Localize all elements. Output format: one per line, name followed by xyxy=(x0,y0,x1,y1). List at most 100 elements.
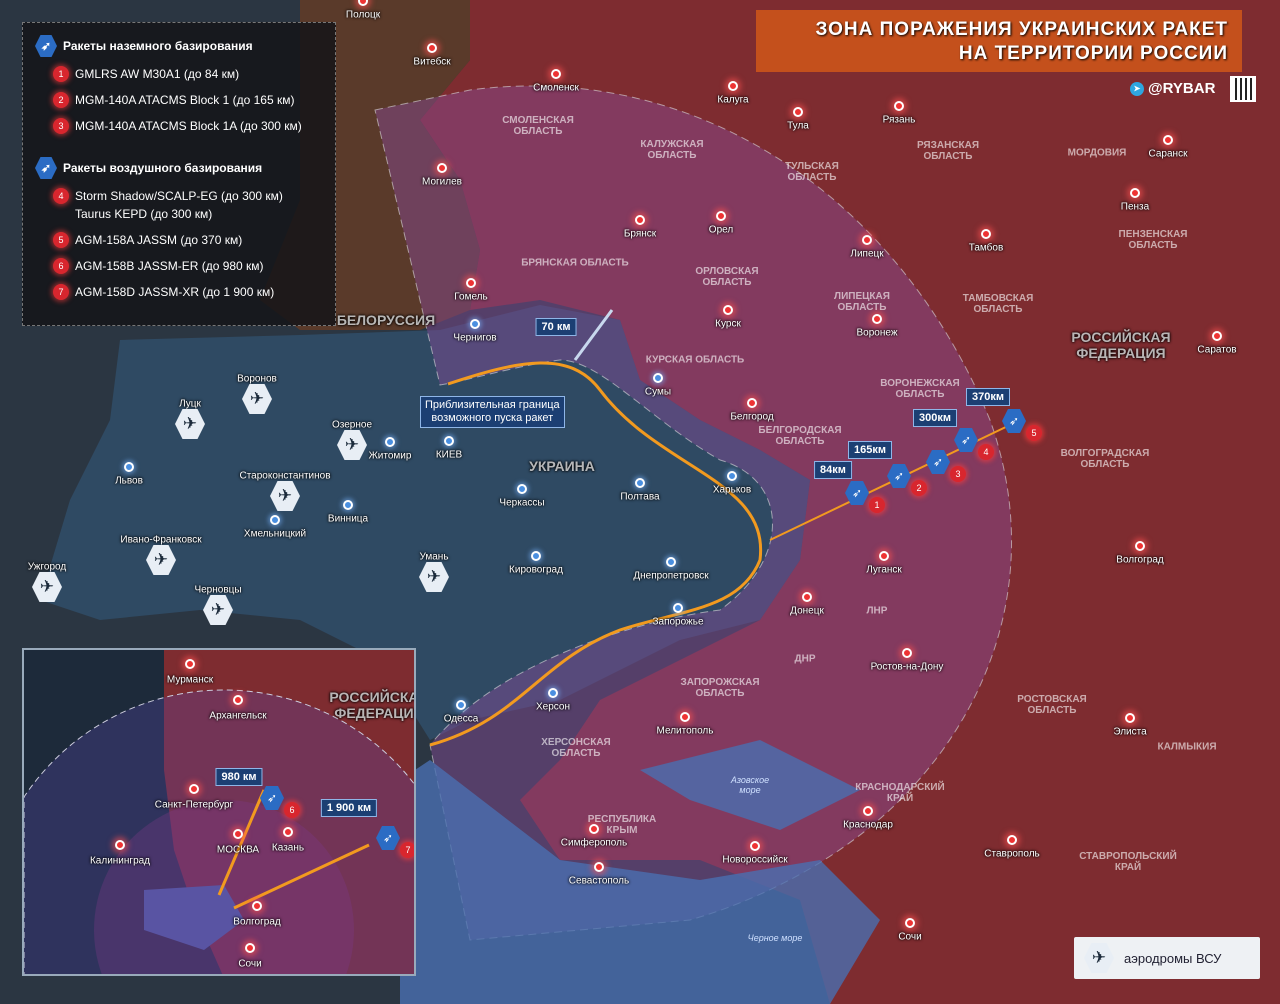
city-label: Сумы xyxy=(644,386,672,398)
arrow-70km xyxy=(573,309,614,361)
missile-icon: ➶ xyxy=(1002,409,1026,433)
city-marker xyxy=(1163,135,1173,145)
legend-label: MGM-140A ATACMS Block 1 (до 165 км) xyxy=(75,93,295,107)
legend-item: 2 MGM-140A ATACMS Block 1 (до 165 км) xyxy=(53,91,323,109)
city-label: Орел xyxy=(708,224,734,236)
city-label: Одесса xyxy=(443,713,479,725)
country-label: РОССИЙСКАЯ ФЕДЕРАЦИЯ xyxy=(1071,329,1171,361)
region-label: КАЛМЫКИЯ xyxy=(1157,741,1217,753)
city-marker xyxy=(902,648,912,658)
launch-boundary-note: Приблизительная граница возможного пуска… xyxy=(420,396,565,428)
legend-number: 1 xyxy=(53,66,69,82)
city-label: Калуга xyxy=(717,94,749,106)
legend-number: 2 xyxy=(53,92,69,108)
city-marker xyxy=(1125,713,1135,723)
city-marker xyxy=(635,478,645,488)
inset-city-label: Сочи xyxy=(238,958,262,970)
airplane-icon[interactable]: ✈ xyxy=(337,430,367,460)
city-marker xyxy=(444,436,454,446)
region-label: КРАСНОДАРСКИЙ КРАЙ xyxy=(855,782,945,804)
region-label: ХЕРСОНСКАЯ ОБЛАСТЬ xyxy=(541,737,611,759)
city-label: Краснодар xyxy=(843,819,893,831)
city-marker xyxy=(793,107,803,117)
region-label: ВОЛГОГРАДСКАЯ ОБЛАСТЬ xyxy=(1060,448,1150,470)
legend-item: 7 AGM-158D JASSM-XR (до 1 900 км) xyxy=(53,283,323,301)
inset-city-label: Казань xyxy=(271,842,305,854)
missile-number-badge: 6 xyxy=(284,802,300,818)
missile-number-badge: 5 xyxy=(1026,425,1042,441)
region-label: БЕЛГОРОДСКАЯ ОБЛАСТЬ xyxy=(758,425,842,447)
region-label: РЯЗАНСКАЯ ОБЛАСТЬ xyxy=(916,140,980,162)
missile-icon: ➶ xyxy=(376,826,400,850)
region-label: ВОРОНЕЖСКАЯ ОБЛАСТЬ xyxy=(880,378,960,400)
city-label: Тамбов xyxy=(968,242,1004,254)
city-label: Саратов xyxy=(1197,344,1237,356)
airplane-icon[interactable]: ✈ xyxy=(175,409,205,439)
rocket-icon: ➶ xyxy=(35,35,57,57)
city-label: Херсон xyxy=(536,701,570,713)
city-label: Луганск xyxy=(866,564,902,576)
region-label: РОСТОВСКАЯ ОБЛАСТЬ xyxy=(1017,694,1087,716)
airplane-icon[interactable]: ✈ xyxy=(203,595,233,625)
legend-label: GMLRS AW M30A1 (до 84 км) xyxy=(75,67,240,81)
airfield-label: Ужгород xyxy=(27,561,67,573)
airplane-icon[interactable]: ✈ xyxy=(242,384,272,414)
city-marker xyxy=(863,806,873,816)
legend-heading-text: Ракеты наземного базирования xyxy=(63,39,253,53)
region-label: ЛНР xyxy=(866,605,888,617)
city-marker xyxy=(727,471,737,481)
city-marker xyxy=(879,551,889,561)
city-marker xyxy=(589,824,599,834)
legend-label: MGM-140A ATACMS Block 1A (до 300 км) xyxy=(75,119,302,133)
city-marker xyxy=(716,211,726,221)
legend-panel: ➶ Ракеты наземного базирования 1 GMLRS AW … xyxy=(22,22,336,326)
city-marker xyxy=(385,437,395,447)
airfield-label: Озерное xyxy=(331,419,373,431)
city-label: Севастополь xyxy=(568,875,630,887)
city-marker xyxy=(115,840,125,850)
city-marker xyxy=(358,0,368,6)
legend-label: AGM-158A JASSM (до 370 км) xyxy=(75,233,243,247)
city-marker xyxy=(635,215,645,225)
airplane-icon[interactable]: ✈ xyxy=(146,545,176,575)
inset-city-label: Калининград xyxy=(89,855,151,867)
city-marker xyxy=(894,101,904,111)
title-line-2: НА ТЕРРИТОРИИ РОССИИ xyxy=(958,43,1228,64)
airplane-icon[interactable]: ✈ xyxy=(270,481,300,511)
city-marker xyxy=(862,235,872,245)
city-label: Днепропетровск xyxy=(633,570,709,582)
city-marker xyxy=(270,515,280,525)
city-label: Тула xyxy=(787,120,809,132)
inset-city-label: Санкт-Петербург xyxy=(154,799,234,811)
brand-handle[interactable]: @RYBAR xyxy=(1148,80,1216,97)
city-label: Витебск xyxy=(413,56,451,68)
airplane-icon[interactable]: ✈ xyxy=(32,572,62,602)
inset-range-label: 1 900 км xyxy=(320,799,378,817)
city-marker xyxy=(517,484,527,494)
city-marker xyxy=(673,603,683,613)
city-label: Чернигов xyxy=(453,332,497,344)
city-label: Мелитополь xyxy=(656,725,714,737)
city-marker xyxy=(680,712,690,722)
sea-label: Азовское море xyxy=(730,775,770,795)
legend-number: 6 xyxy=(53,258,69,274)
city-marker xyxy=(728,81,738,91)
city-marker xyxy=(531,551,541,561)
airplane-icon[interactable]: ✈ xyxy=(419,562,449,592)
airfield-label: Черновцы xyxy=(194,584,242,596)
inset-country-label: РОССИЙСКАЯ ФЕДЕРАЦИЯ xyxy=(329,689,416,721)
city-label: Курск xyxy=(715,318,741,330)
city-marker xyxy=(437,163,447,173)
launch-note-text: Приблизительная граница возможного пуска… xyxy=(425,399,560,424)
range-label: 70 км xyxy=(535,318,577,336)
country-label: УКРАИНА xyxy=(529,458,595,474)
telegram-icon: ➤ xyxy=(1130,81,1144,96)
region-label: ПЕНЗЕНСКАЯ ОБЛАСТЬ xyxy=(1118,229,1188,251)
city-marker xyxy=(905,918,915,928)
legend-item: 6 AGM-158B JASSM-ER (до 980 км) xyxy=(53,257,323,275)
city-label: Гомель xyxy=(454,291,488,303)
airfield-label: Воронов xyxy=(237,373,277,385)
city-marker xyxy=(872,314,882,324)
brand[interactable]: ➤ @RYBAR xyxy=(1130,80,1215,97)
region-label: ОРЛОВСКАЯ ОБЛАСТЬ xyxy=(695,266,759,288)
